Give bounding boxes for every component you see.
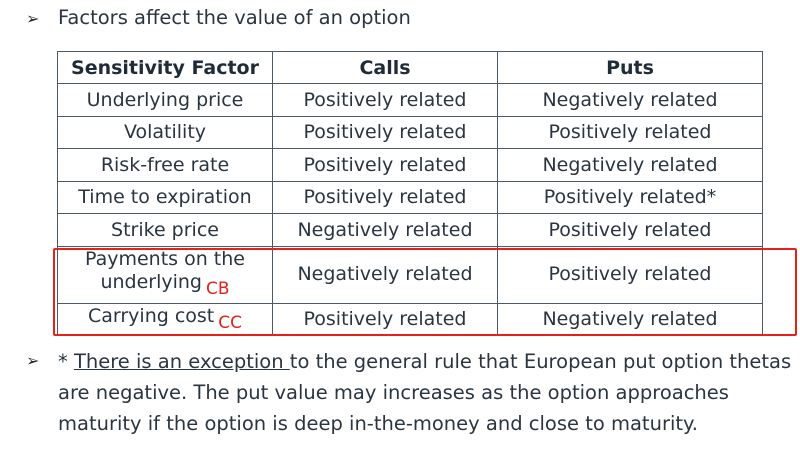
calls-cell: Positively related	[272, 180, 498, 214]
table-header-row: Sensitivity Factor Calls Puts	[57, 51, 763, 84]
factor-cell: Time to expiration	[57, 180, 273, 214]
heading: Factors affect the value of an option	[58, 6, 411, 29]
table-row: Carrying cost CC Positively related Negat…	[57, 302, 763, 336]
table-row: Payments on the underlying CB Negatively …	[57, 245, 763, 304]
bullet-arrow-icon: ➢	[26, 9, 40, 28]
factor-label: Carrying cost	[87, 305, 215, 328]
table-row: Strike price Negatively related Positive…	[57, 213, 763, 247]
puts-cell: Negatively related	[497, 302, 763, 336]
calls-cell: Negatively related	[272, 245, 498, 304]
factor-cell: Volatility	[57, 115, 273, 149]
note-text: to the general rule that European put op…	[58, 350, 792, 435]
factor-line1: Payments on the	[84, 248, 245, 270]
factor-cell: Carrying cost CC	[57, 302, 273, 336]
factor-cell: Risk-free rate	[57, 148, 273, 182]
note-underlined: There is an exception	[73, 350, 290, 373]
factor-cell: Underlying price	[57, 83, 273, 117]
annotation-cc: CC	[218, 313, 243, 334]
puts-cell: Positively related	[497, 245, 763, 304]
table-row: Time to expiration Positively related Po…	[57, 180, 763, 214]
puts-cell: Positively related	[497, 115, 763, 149]
puts-cell: Negatively related	[497, 148, 763, 182]
table-row: Volatility Positively related Positively…	[57, 115, 763, 149]
header-puts: Puts	[497, 51, 763, 84]
calls-cell: Positively related	[272, 115, 498, 149]
annotation-cb: CB	[206, 279, 230, 299]
exception-note: * There is an exception to the general r…	[58, 346, 793, 439]
calls-cell: Positively related	[272, 148, 498, 182]
bullet-arrow-icon: ➢	[26, 351, 40, 370]
header-sensitivity-factor: Sensitivity Factor	[57, 51, 273, 84]
sensitivity-table: Sensitivity Factor Calls Puts Underlying…	[57, 51, 763, 336]
puts-cell: Positively related*	[497, 180, 763, 214]
puts-cell: Negatively related	[497, 83, 763, 117]
factor-line2: underlying	[100, 271, 202, 293]
puts-cell: Positively related	[497, 213, 763, 247]
header-calls: Calls	[272, 51, 498, 84]
table-row: Underlying price Positively related Nega…	[57, 83, 763, 117]
calls-cell: Positively related	[272, 83, 498, 117]
note-prefix: *	[58, 350, 74, 373]
calls-cell: Negatively related	[272, 213, 498, 247]
factor-cell: Strike price	[57, 213, 273, 247]
table-row: Risk-free rate Positively related Negati…	[57, 148, 763, 182]
factor-cell: Payments on the underlying CB	[57, 245, 273, 304]
calls-cell: Positively related	[272, 302, 498, 336]
